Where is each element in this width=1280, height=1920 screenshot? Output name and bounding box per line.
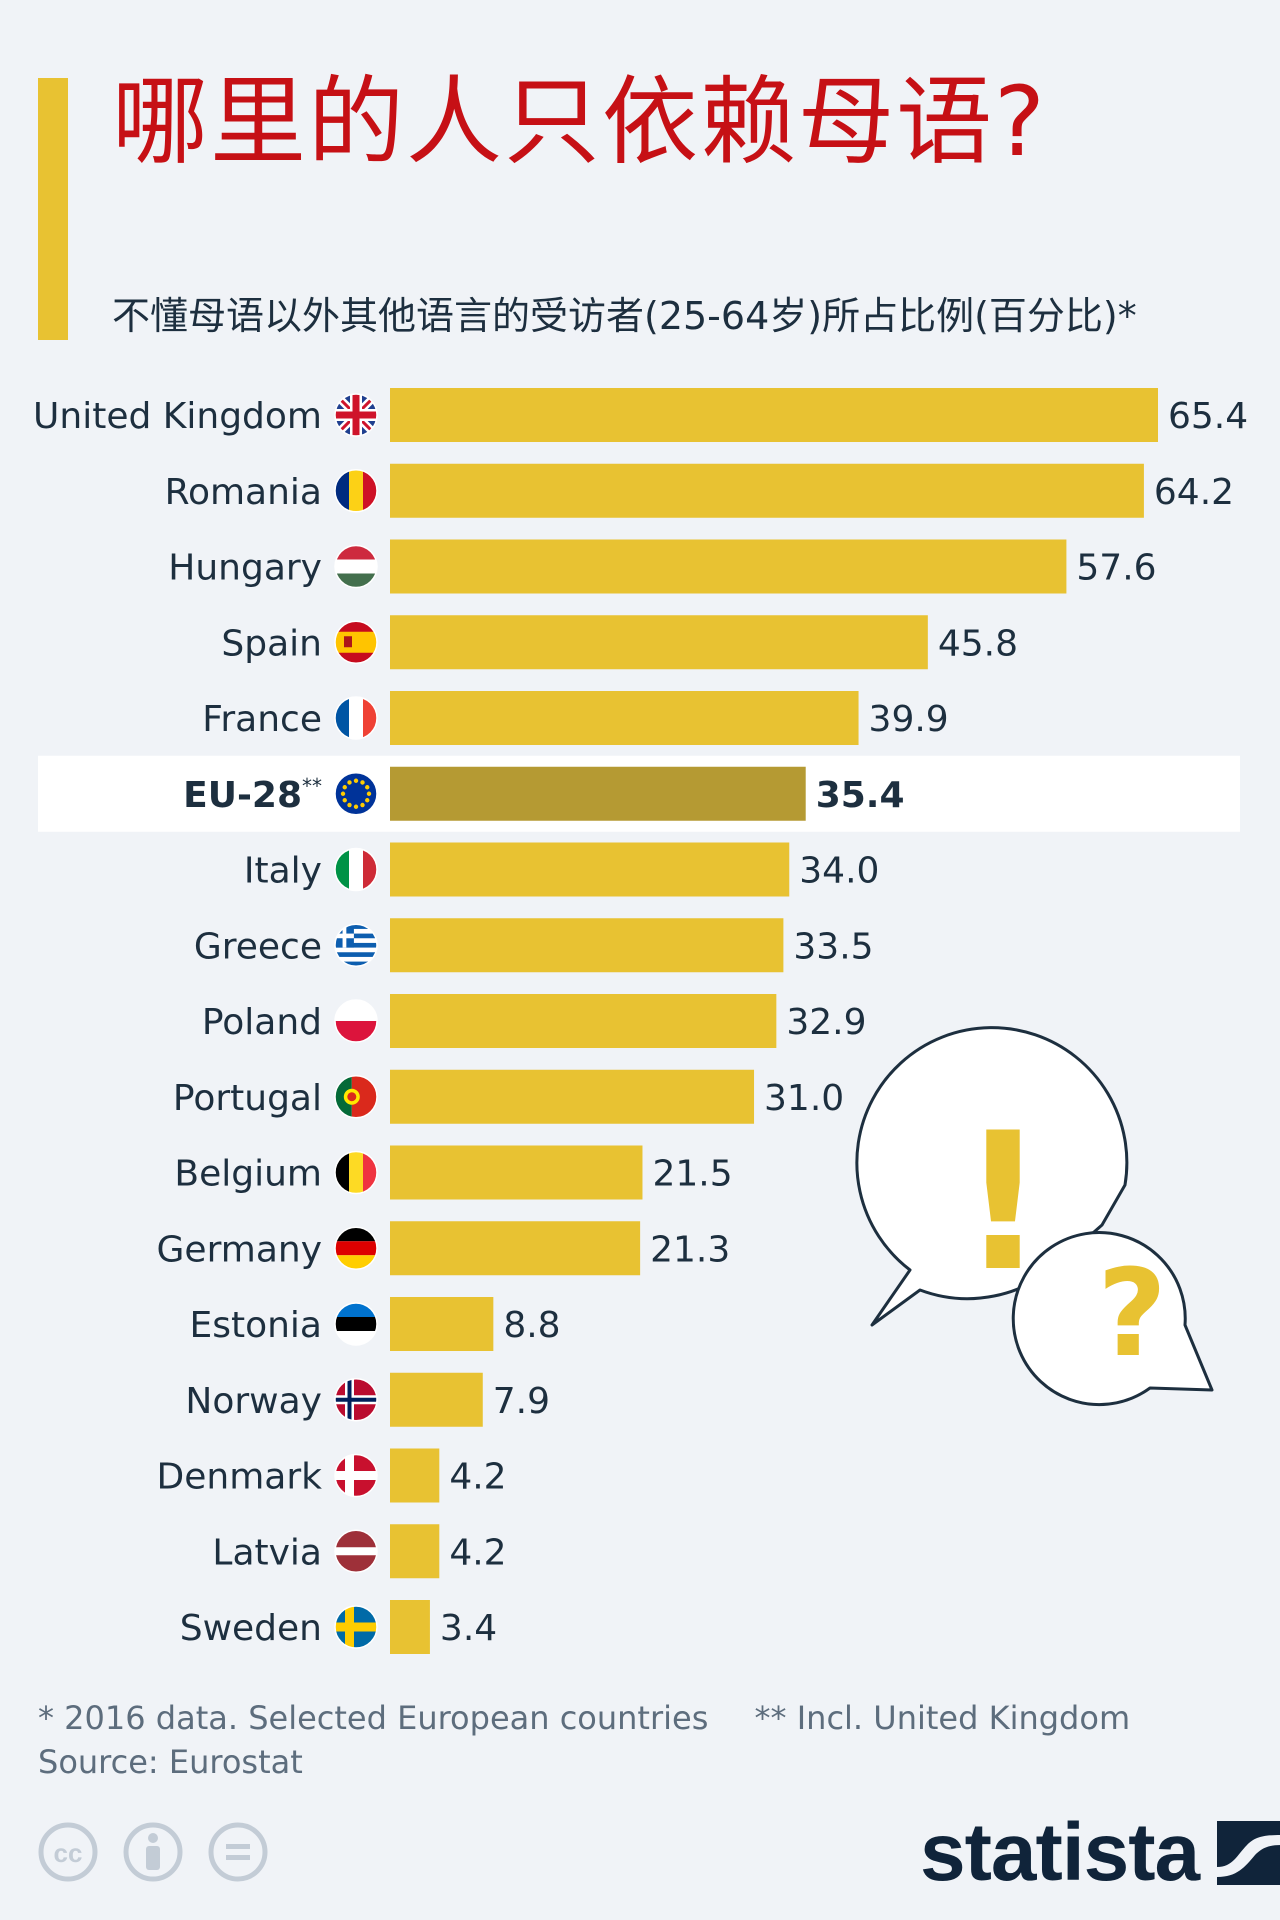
speech-bubbles-icon: !? bbox=[855, 1026, 1214, 1407]
footnote-uk-note: ** Incl. United Kingdom bbox=[754, 1699, 1131, 1737]
flag-eu-icon bbox=[334, 772, 378, 816]
footnotes: * 2016 data. Selected European countries… bbox=[38, 1696, 1130, 1784]
bar bbox=[390, 463, 1144, 518]
flag-denmark-icon bbox=[334, 1453, 378, 1498]
value-label: 3.4 bbox=[440, 1608, 497, 1649]
bar bbox=[390, 1372, 483, 1427]
category-label: Romania bbox=[165, 472, 322, 513]
flag-belgium-icon bbox=[334, 1150, 378, 1195]
cc-icon: cc bbox=[38, 1822, 98, 1882]
category-label: Greece bbox=[194, 926, 322, 967]
value-label: 33.5 bbox=[793, 926, 873, 967]
value-label: 21.5 bbox=[652, 1154, 732, 1195]
category-label: Latvia bbox=[212, 1532, 322, 1573]
bar bbox=[390, 1448, 440, 1503]
question-mark: ? bbox=[1097, 1245, 1167, 1384]
chart-title: 哪里的人只依赖母语? bbox=[112, 66, 1047, 178]
flag-norway-icon bbox=[334, 1378, 378, 1422]
bar bbox=[390, 918, 784, 973]
statista-mark-icon bbox=[1217, 1821, 1280, 1885]
value-label: 32.9 bbox=[786, 1002, 866, 1043]
footnote-data-note: * 2016 data. Selected European countries bbox=[38, 1699, 709, 1737]
category-label: Germany bbox=[157, 1229, 322, 1270]
bar-chart: United Kingdom 65.4 Romania 64.2 Hungary 57.6… bbox=[33, 388, 1248, 1654]
flag-estonia-icon bbox=[334, 1302, 378, 1346]
bar bbox=[390, 388, 1158, 442]
license-icons: cc bbox=[38, 1822, 268, 1882]
brand-name: statista bbox=[920, 1807, 1200, 1898]
flag-latvia-icon bbox=[334, 1529, 378, 1573]
value-label: 7.9 bbox=[493, 1381, 550, 1422]
flag-romania-icon bbox=[334, 469, 378, 513]
value-label: 65.4 bbox=[1168, 396, 1248, 437]
category-label: Portugal bbox=[173, 1078, 322, 1119]
bar bbox=[390, 994, 777, 1048]
flag-poland-icon bbox=[334, 999, 378, 1043]
exclamation-mark: ! bbox=[960, 1092, 1047, 1313]
bar bbox=[390, 1524, 440, 1579]
category-label: Spain bbox=[221, 623, 322, 664]
flag-hungary-icon bbox=[334, 544, 378, 589]
flag-italy-icon bbox=[334, 847, 378, 892]
attribution-icon bbox=[123, 1822, 183, 1882]
category-label: Poland bbox=[202, 1002, 322, 1043]
category-label: Hungary bbox=[168, 548, 322, 589]
bar bbox=[390, 1069, 755, 1124]
category-label: Estonia bbox=[189, 1305, 322, 1346]
bar bbox=[390, 1145, 643, 1200]
value-label: 57.6 bbox=[1076, 548, 1156, 589]
category-label: EU-28** bbox=[183, 774, 322, 816]
category-label: United Kingdom bbox=[33, 396, 322, 437]
brand-logo: statista bbox=[920, 1808, 1280, 1898]
no-derivatives-icon bbox=[208, 1822, 268, 1882]
source-note: Source: Eurostat bbox=[38, 1743, 303, 1781]
category-label: Belgium bbox=[174, 1154, 322, 1195]
flag-portugal-icon bbox=[334, 1075, 378, 1119]
category-label: Denmark bbox=[157, 1457, 323, 1498]
flag-sweden-icon bbox=[334, 1605, 378, 1649]
category-label: France bbox=[202, 699, 322, 740]
value-label: 21.3 bbox=[650, 1229, 730, 1270]
value-label: 39.9 bbox=[869, 699, 949, 740]
bar bbox=[390, 615, 928, 670]
value-label: 8.8 bbox=[503, 1305, 560, 1346]
bar bbox=[390, 539, 1067, 594]
value-label: 35.4 bbox=[816, 775, 905, 816]
flag-france-icon bbox=[334, 696, 378, 740]
bar bbox=[390, 691, 859, 745]
value-label: 64.2 bbox=[1154, 472, 1234, 513]
svg-text:cc: cc bbox=[54, 1838, 83, 1868]
flag-uk-icon bbox=[334, 393, 378, 437]
bar bbox=[390, 1297, 494, 1351]
category-label: Sweden bbox=[180, 1608, 322, 1649]
flag-spain-icon bbox=[334, 620, 378, 664]
value-label: 31.0 bbox=[764, 1078, 844, 1119]
chart-subtitle: 不懂母语以外其他语言的受访者(25-64岁)所占比例(百分比)* bbox=[112, 294, 1137, 338]
flag-greece-icon bbox=[334, 923, 378, 967]
value-label: 45.8 bbox=[938, 623, 1018, 664]
bar bbox=[390, 842, 790, 897]
value-label: 34.0 bbox=[799, 851, 879, 892]
category-label: Italy bbox=[244, 851, 322, 892]
value-label: 4.2 bbox=[449, 1457, 506, 1498]
value-label: 4.2 bbox=[449, 1532, 506, 1573]
category-label: Norway bbox=[185, 1381, 322, 1422]
bar bbox=[390, 766, 806, 821]
accent-bar bbox=[38, 78, 68, 340]
flag-germany-icon bbox=[334, 1226, 378, 1270]
bar bbox=[390, 1221, 641, 1276]
bar bbox=[390, 1600, 430, 1654]
